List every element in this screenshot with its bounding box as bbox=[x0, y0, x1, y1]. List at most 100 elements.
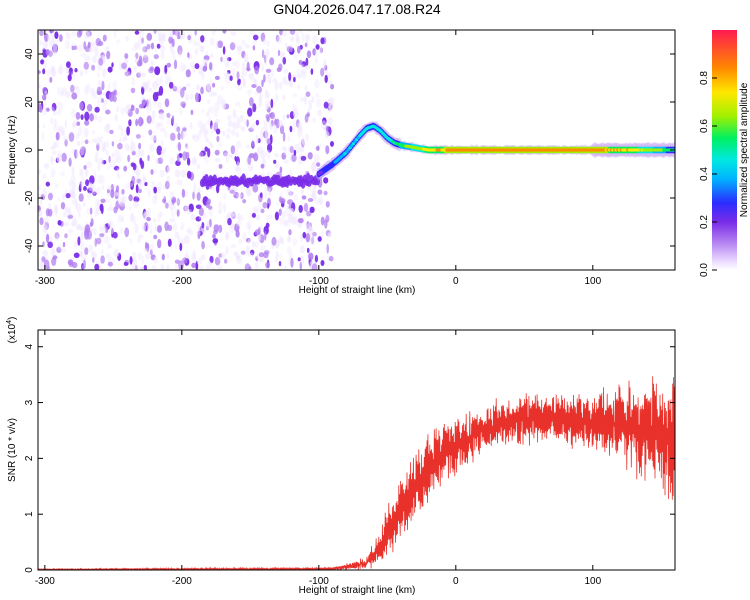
noise-blob bbox=[106, 189, 110, 194]
noise-blob bbox=[246, 119, 249, 128]
noise-blob bbox=[96, 71, 100, 78]
noise-blob bbox=[170, 132, 176, 141]
noise-blob bbox=[287, 236, 292, 243]
noise-blob bbox=[177, 45, 183, 55]
noise-blob bbox=[263, 38, 267, 45]
noise-blob bbox=[84, 139, 89, 145]
noise-blob bbox=[108, 91, 115, 102]
noise-blob bbox=[113, 30, 117, 39]
colorbar-tick-label: 0.6 bbox=[699, 119, 710, 133]
noise-blob bbox=[135, 166, 140, 176]
noise-blob bbox=[309, 206, 315, 213]
noise-blob bbox=[245, 245, 250, 252]
noise-blob bbox=[252, 241, 255, 248]
noise-blob bbox=[63, 222, 69, 227]
noise-blob bbox=[155, 158, 159, 165]
noise-blob bbox=[136, 178, 142, 184]
noise-blob bbox=[185, 69, 191, 78]
noise-blob bbox=[248, 222, 252, 233]
noise-blob bbox=[64, 206, 68, 212]
noise-blob bbox=[60, 91, 64, 97]
noise-blob bbox=[43, 216, 50, 224]
noise-blob bbox=[83, 86, 90, 96]
noise-blob bbox=[318, 46, 322, 55]
noise-blob bbox=[80, 69, 83, 77]
noise-blob bbox=[298, 204, 303, 213]
noise-blob bbox=[305, 65, 311, 70]
noise-blob bbox=[220, 56, 223, 63]
noise-blob bbox=[49, 30, 55, 34]
noise-blob bbox=[53, 203, 58, 214]
noise-blob bbox=[160, 112, 165, 121]
noise-blob bbox=[117, 173, 121, 180]
noise-blob bbox=[135, 134, 141, 139]
noise-blob bbox=[38, 169, 41, 175]
noise-blob bbox=[290, 37, 295, 42]
noise-blob bbox=[300, 233, 304, 243]
noise-blob bbox=[104, 198, 111, 203]
noise-blob bbox=[208, 208, 214, 217]
noise-blob bbox=[100, 158, 105, 167]
noise-blob bbox=[91, 253, 97, 259]
noise-blob bbox=[43, 99, 47, 107]
noise-blob bbox=[258, 234, 262, 241]
noise-blob bbox=[299, 146, 305, 153]
snr-y-tick-label: 4 bbox=[24, 344, 35, 350]
noise-blob bbox=[306, 223, 312, 233]
noise-blob bbox=[159, 127, 166, 133]
noise-blob bbox=[228, 120, 233, 128]
noise-blob bbox=[77, 44, 84, 52]
noise-blob bbox=[81, 176, 85, 185]
noise-blob bbox=[134, 30, 140, 35]
noise-blob bbox=[71, 122, 77, 129]
noise-blob bbox=[146, 207, 151, 217]
noise-blob bbox=[71, 31, 77, 37]
noise-blob bbox=[213, 108, 219, 118]
noise-blob bbox=[194, 30, 197, 36]
noise-blob bbox=[167, 117, 172, 125]
noise-blob bbox=[124, 227, 130, 238]
noise-blob bbox=[160, 50, 165, 60]
noise-blob bbox=[84, 111, 90, 121]
noise-blob bbox=[307, 152, 313, 160]
noise-blob bbox=[94, 153, 98, 163]
noise-blob bbox=[132, 46, 137, 52]
noise-blob bbox=[191, 262, 196, 268]
noise-blob bbox=[146, 32, 153, 41]
noise-blob bbox=[47, 192, 53, 201]
noise-blob bbox=[287, 135, 291, 142]
noise-blob bbox=[144, 252, 151, 260]
noise-blob bbox=[305, 91, 311, 97]
noise-blob bbox=[251, 137, 255, 148]
noise-blob bbox=[321, 230, 324, 238]
noise-blob bbox=[179, 30, 186, 40]
noise-blob bbox=[43, 60, 48, 69]
noise-blob bbox=[157, 122, 164, 127]
snr-x-tick-label: 0 bbox=[453, 576, 459, 587]
noise-blob bbox=[224, 258, 228, 264]
noise-blob bbox=[74, 68, 78, 73]
noise-blob bbox=[151, 119, 155, 125]
noise-blob bbox=[142, 55, 149, 64]
noise-blob bbox=[264, 91, 270, 100]
noise-blob bbox=[196, 259, 202, 265]
noise-blob bbox=[85, 30, 92, 37]
noise-blob bbox=[286, 246, 292, 255]
noise-blob bbox=[134, 263, 138, 270]
noise-blob bbox=[293, 77, 296, 83]
noise-blob bbox=[328, 103, 333, 111]
noise-blob bbox=[204, 128, 209, 135]
noise-blob bbox=[251, 140, 255, 149]
noise-blob bbox=[214, 75, 220, 80]
noise-blob bbox=[85, 179, 90, 187]
noise-blob bbox=[139, 149, 145, 157]
noise-blob bbox=[50, 157, 54, 162]
noise-blob bbox=[117, 214, 123, 224]
noise-blob bbox=[113, 248, 120, 257]
noise-blob bbox=[281, 30, 288, 38]
noise-blob bbox=[234, 101, 241, 107]
noise-blob bbox=[214, 149, 220, 156]
noise-blob bbox=[66, 207, 70, 213]
noise-blob bbox=[197, 222, 201, 229]
noise-blob bbox=[100, 255, 105, 264]
